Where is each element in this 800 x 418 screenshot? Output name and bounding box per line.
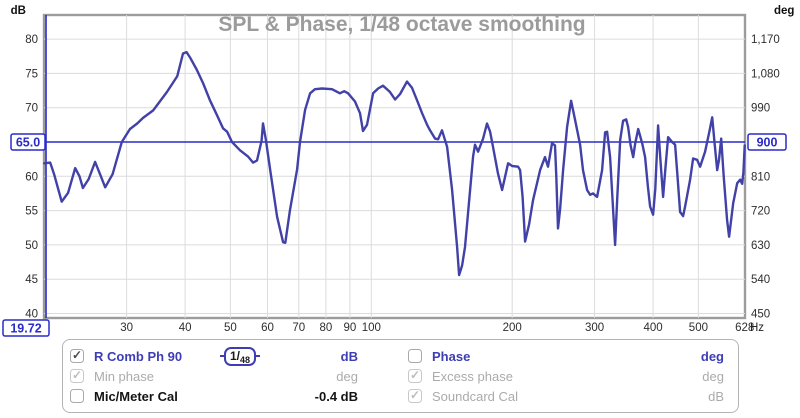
min-phase-checkbox[interactable] bbox=[70, 368, 84, 383]
plot-area-border bbox=[42, 13, 747, 320]
x-tick-label: 200 bbox=[503, 322, 522, 334]
y-right-tick-label: 1,170 bbox=[751, 34, 780, 46]
legend-row-excess-phase: Excess phase deg bbox=[408, 366, 724, 386]
spl-phase-chart: 80 75 70 60 55 50 45 40 1,170 1,080 990 810 720 630 54… bbox=[2, 5, 794, 337]
smoothing-badge[interactable]: 1/48 bbox=[219, 346, 261, 366]
x-tick-label: 50 bbox=[224, 322, 237, 334]
y-left-tick-label: 75 bbox=[25, 68, 38, 80]
y-right-tick-label: 450 bbox=[751, 309, 770, 321]
y-left-tick-label: 50 bbox=[25, 240, 38, 252]
x-tick-label: 300 bbox=[585, 322, 604, 334]
phase-cursor-readout: 900 bbox=[747, 133, 787, 151]
x-tick-label: 40 bbox=[179, 322, 192, 334]
legend-column-left: R Comb Ph 90 1/48 dB Min phase deg Mic/M… bbox=[70, 345, 358, 407]
y-left-tick-label: 70 bbox=[25, 103, 38, 115]
axis-tick-labels: 80 75 70 60 55 50 45 40 1,170 1,080 990 810 720 630 54… bbox=[25, 34, 780, 334]
y-left-tick-label: 60 bbox=[25, 171, 38, 183]
x-tick-label: 628 bbox=[735, 322, 754, 334]
frequency-cursor-value: 19.72 bbox=[10, 322, 41, 336]
spl-cursor-value: 65.0 bbox=[16, 136, 40, 150]
x-tick-label: 70 bbox=[292, 322, 305, 334]
cursor-lines bbox=[44, 15, 745, 318]
min-phase-label: Min phase bbox=[94, 368, 154, 384]
y-left-tick-label: 40 bbox=[25, 309, 38, 321]
y-right-tick-label: 540 bbox=[751, 274, 770, 286]
smoothing-denominator: 48 bbox=[240, 354, 251, 365]
frequency-cursor-readout: 19.72 bbox=[2, 319, 50, 337]
x-axis-unit-label: Hz bbox=[750, 322, 764, 334]
excess-phase-unit: deg bbox=[702, 368, 724, 384]
phase-trace-checkbox[interactable] bbox=[408, 349, 422, 363]
y-right-tick-label: 1,080 bbox=[751, 68, 780, 80]
x-tick-label: 30 bbox=[120, 322, 133, 334]
y-right-tick-label: 990 bbox=[751, 103, 770, 115]
legend-row-phase: Phase deg bbox=[408, 346, 724, 366]
x-tick-label: 100 bbox=[362, 322, 381, 334]
legend-column-right: Phase deg Excess phase deg Soundcard Cal… bbox=[408, 345, 724, 407]
x-tick-label: 400 bbox=[644, 322, 663, 334]
x-tick-label: 80 bbox=[320, 322, 333, 334]
smoothing-numerator: 1/ bbox=[230, 348, 241, 363]
mic-meter-cal-label: Mic/Meter Cal bbox=[94, 388, 178, 404]
y-left-tick-label: 55 bbox=[25, 206, 38, 218]
y-right-tick-label: 810 bbox=[751, 171, 770, 183]
chart-title: SPL & Phase, 1/48 octave smoothing bbox=[218, 13, 585, 36]
left-axis-unit-label: dB bbox=[11, 5, 26, 17]
x-tick-label: 90 bbox=[344, 322, 357, 334]
spl-cursor-readout: 65.0 bbox=[10, 133, 46, 151]
spl-trace-group bbox=[43, 50, 746, 277]
legend-row-mic-meter-cal: Mic/Meter Cal -0.4 dB bbox=[70, 386, 358, 406]
phase-cursor-value: 900 bbox=[757, 136, 778, 150]
excess-phase-checkbox[interactable] bbox=[408, 368, 422, 383]
gridlines bbox=[44, 15, 745, 318]
soundcard-cal-checkbox[interactable] bbox=[408, 388, 422, 403]
y-right-tick-label: 630 bbox=[751, 240, 770, 252]
y-left-tick-label: 45 bbox=[25, 274, 38, 286]
right-axis-unit-label: deg bbox=[774, 5, 794, 17]
legend-row-spl: R Comb Ph 90 1/48 dB bbox=[70, 346, 358, 366]
spl-trace-checkbox[interactable] bbox=[70, 348, 84, 363]
soundcard-cal-unit: dB bbox=[708, 388, 724, 404]
mic-meter-cal-value: -0.4 dB bbox=[314, 388, 358, 404]
x-tick-label: 500 bbox=[689, 322, 708, 334]
excess-phase-label: Excess phase bbox=[432, 368, 513, 384]
min-phase-unit: deg bbox=[336, 368, 358, 384]
legend-row-min-phase: Min phase deg bbox=[70, 366, 358, 386]
spl-trace-unit: dB bbox=[340, 348, 358, 364]
spl-trace-label: R Comb Ph 90 bbox=[94, 348, 183, 364]
mic-meter-cal-checkbox[interactable] bbox=[70, 389, 84, 403]
y-left-tick-label: 80 bbox=[25, 34, 38, 46]
soundcard-cal-label: Soundcard Cal bbox=[432, 388, 518, 404]
x-tick-label: 60 bbox=[261, 322, 274, 334]
phase-trace-label: Phase bbox=[432, 348, 471, 364]
y-right-tick-label: 720 bbox=[751, 206, 770, 218]
spl-trace bbox=[43, 50, 746, 277]
legend-row-soundcard-cal: Soundcard Cal dB bbox=[408, 386, 724, 406]
phase-trace-unit: deg bbox=[700, 348, 724, 364]
trace-legend-panel: R Comb Ph 90 1/48 dB Min phase deg Mic/M… bbox=[62, 339, 739, 413]
